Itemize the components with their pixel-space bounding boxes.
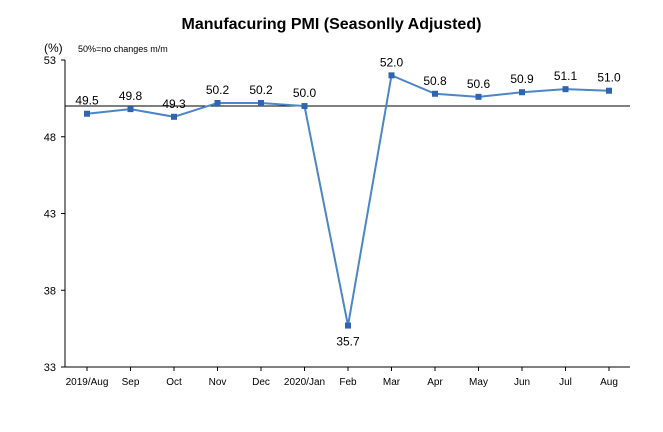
- data-point: [562, 86, 569, 93]
- data-label: 50.2: [249, 83, 273, 97]
- x-tick-label: Feb: [339, 377, 357, 388]
- data-label: 50.8: [423, 74, 447, 88]
- data-point: [519, 89, 525, 96]
- y-tick-label: 43: [44, 209, 56, 221]
- data-point: [84, 110, 90, 117]
- reference-note: 50%=no changes m/m: [78, 44, 168, 54]
- series-line: [86, 73, 610, 326]
- y-unit-label: (%): [44, 41, 63, 55]
- x-tick-label: May: [469, 377, 488, 388]
- data-point: [127, 106, 134, 113]
- data-label: 52.0: [380, 55, 404, 69]
- x-tick-label: Jul: [559, 377, 572, 388]
- x-tick-label: Dec: [252, 377, 270, 388]
- x-tick-label: Sep: [122, 377, 140, 388]
- data-point: [432, 90, 438, 97]
- x-tick-label: Jun: [514, 377, 530, 388]
- data-label: 50.0: [293, 86, 317, 100]
- data-label: 49.5: [75, 94, 99, 108]
- data-point: [606, 87, 612, 94]
- data-label: 49.3: [162, 97, 186, 111]
- data-label: 51.0: [597, 71, 621, 85]
- data-point: [388, 72, 395, 79]
- chart-title: Manufacuring PMI (Seasonlly Adjusted): [181, 16, 482, 33]
- x-tick-label: Mar: [383, 377, 401, 388]
- y-tick-label: 38: [44, 285, 56, 297]
- data-point: [345, 322, 351, 329]
- data-point: [214, 99, 221, 106]
- data-label: 50.9: [510, 72, 534, 86]
- data-point: [171, 113, 177, 120]
- data-label: 50.6: [467, 77, 491, 91]
- data-point: [258, 99, 264, 106]
- y-tick-label: 53: [44, 55, 56, 67]
- x-tick-label: Oct: [166, 377, 182, 388]
- y-tick-label: 48: [44, 132, 56, 144]
- data-point: [475, 93, 482, 100]
- data-label: 49.8: [119, 89, 143, 103]
- x-tick-label: Apr: [427, 377, 443, 388]
- data-label: 35.7: [336, 335, 360, 349]
- x-tick-label: 2020/Jan: [284, 377, 325, 388]
- data-point: [301, 103, 308, 110]
- x-tick-label: Nov: [209, 377, 227, 388]
- y-tick-label: 33: [44, 362, 56, 374]
- x-tick-label: Aug: [600, 377, 618, 388]
- data-label: 50.2: [206, 83, 230, 97]
- data-label: 51.1: [554, 69, 578, 83]
- x-tick-label: 2019/Aug: [66, 377, 109, 388]
